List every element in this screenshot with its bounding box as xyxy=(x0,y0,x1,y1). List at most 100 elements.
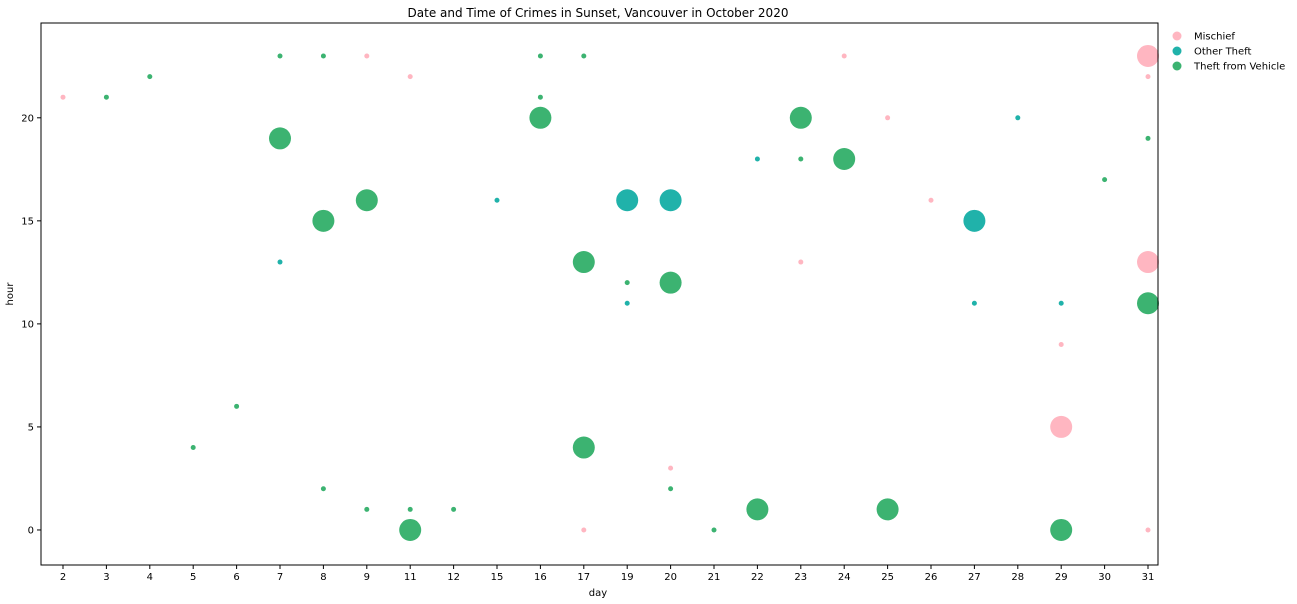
x-tick-label: 11 xyxy=(404,572,417,583)
legend-label: Other Theft xyxy=(1194,47,1252,58)
y-tick-label: 20 xyxy=(21,113,34,124)
data-point xyxy=(364,506,370,512)
x-tick-label: 12 xyxy=(447,572,460,583)
data-point xyxy=(399,518,422,541)
legend-label: Theft from Vehicle xyxy=(1193,62,1285,73)
plot-frame xyxy=(40,22,1159,566)
y-axis-label: hour xyxy=(5,282,16,306)
y-axis: 0 5 10 15 20 xyxy=(21,113,41,536)
data-point xyxy=(1050,415,1073,438)
x-tick-label: 16 xyxy=(534,572,547,583)
data-point xyxy=(1145,74,1151,80)
legend-marker xyxy=(1172,61,1182,71)
data-point xyxy=(407,506,413,512)
x-tick-label: 19 xyxy=(621,572,634,583)
x-tick-label: 6 xyxy=(233,572,239,583)
x-axis: 2 3 4 5 6 7 8 9 11 12 15 16 17 19 20 21 22 23 24 25 26 27 28 29… xyxy=(60,565,1155,583)
x-tick-label: 31 xyxy=(1142,572,1155,583)
legend: Mischief Other Theft Theft from Vehicle xyxy=(1172,31,1285,73)
x-tick-label: 2 xyxy=(60,572,66,583)
data-point xyxy=(529,106,552,129)
data-point xyxy=(798,259,804,265)
x-tick-label: 21 xyxy=(708,572,721,583)
x-tick-label: 28 xyxy=(1011,572,1024,583)
data-point xyxy=(1137,44,1159,67)
x-tick-label: 8 xyxy=(320,572,326,583)
data-point xyxy=(407,74,413,80)
data-point xyxy=(572,436,595,459)
data-point xyxy=(1145,527,1151,533)
data-point xyxy=(277,259,283,265)
data-point xyxy=(312,209,335,232)
data-point xyxy=(963,209,986,232)
data-point xyxy=(277,53,283,59)
data-point xyxy=(971,300,977,306)
data-point xyxy=(320,53,326,59)
data-point xyxy=(190,445,196,451)
data-point xyxy=(103,94,109,100)
x-tick-label: 4 xyxy=(147,572,153,583)
chart-title: Date and Time of Crimes in Sunset, Vanco… xyxy=(408,6,789,20)
x-tick-label: 17 xyxy=(577,572,590,583)
data-point xyxy=(355,189,378,212)
data-point xyxy=(711,527,717,533)
data-point xyxy=(746,498,769,521)
data-point xyxy=(616,189,639,212)
data-point xyxy=(537,53,543,59)
data-point xyxy=(754,156,760,162)
x-tick-label: 27 xyxy=(968,572,981,583)
x-tick-label: 24 xyxy=(838,572,851,583)
data-point xyxy=(668,465,674,471)
data-point xyxy=(320,486,326,492)
data-point xyxy=(581,53,587,59)
legend-label: Mischief xyxy=(1194,32,1235,43)
x-tick-label: 3 xyxy=(103,572,109,583)
data-point xyxy=(885,115,891,121)
data-point xyxy=(1058,300,1064,306)
data-point xyxy=(537,94,543,100)
data-point xyxy=(269,127,291,150)
data-point xyxy=(876,498,899,521)
y-tick-label: 5 xyxy=(28,422,34,433)
data-point xyxy=(234,403,240,409)
data-point xyxy=(798,156,804,162)
x-tick-label: 22 xyxy=(751,572,764,583)
data-point xyxy=(147,74,153,80)
data-point xyxy=(624,300,630,306)
data-point xyxy=(1050,518,1073,541)
x-tick-label: 25 xyxy=(881,572,894,583)
data-point xyxy=(494,197,500,203)
data-point xyxy=(451,506,457,512)
data-point xyxy=(789,106,812,129)
data-point xyxy=(659,271,682,294)
data-point xyxy=(1145,135,1151,141)
x-tick-label: 20 xyxy=(664,572,677,583)
y-tick-label: 10 xyxy=(21,319,34,330)
data-point xyxy=(572,251,595,274)
data-point xyxy=(833,148,856,171)
x-tick-label: 23 xyxy=(794,572,807,583)
x-tick-label: 30 xyxy=(1098,572,1111,583)
x-tick-label: 7 xyxy=(277,572,283,583)
data-point xyxy=(1058,341,1064,347)
x-tick-label: 29 xyxy=(1055,572,1068,583)
y-tick-label: 15 xyxy=(21,216,34,227)
data-point xyxy=(581,527,587,533)
data-point xyxy=(841,53,847,59)
data-point xyxy=(60,94,66,100)
data-point xyxy=(668,486,674,492)
y-tick-label: 0 xyxy=(28,525,34,536)
data-point xyxy=(1137,292,1159,315)
legend-marker xyxy=(1172,31,1182,41)
data-point xyxy=(624,280,630,286)
x-tick-label: 15 xyxy=(491,572,504,583)
x-axis-label: day xyxy=(589,588,607,599)
x-tick-label: 5 xyxy=(190,572,196,583)
data-point xyxy=(1102,177,1108,183)
data-point xyxy=(928,197,934,203)
data-point xyxy=(364,53,370,59)
x-tick-label: 26 xyxy=(925,572,938,583)
points-layer xyxy=(60,44,1159,541)
